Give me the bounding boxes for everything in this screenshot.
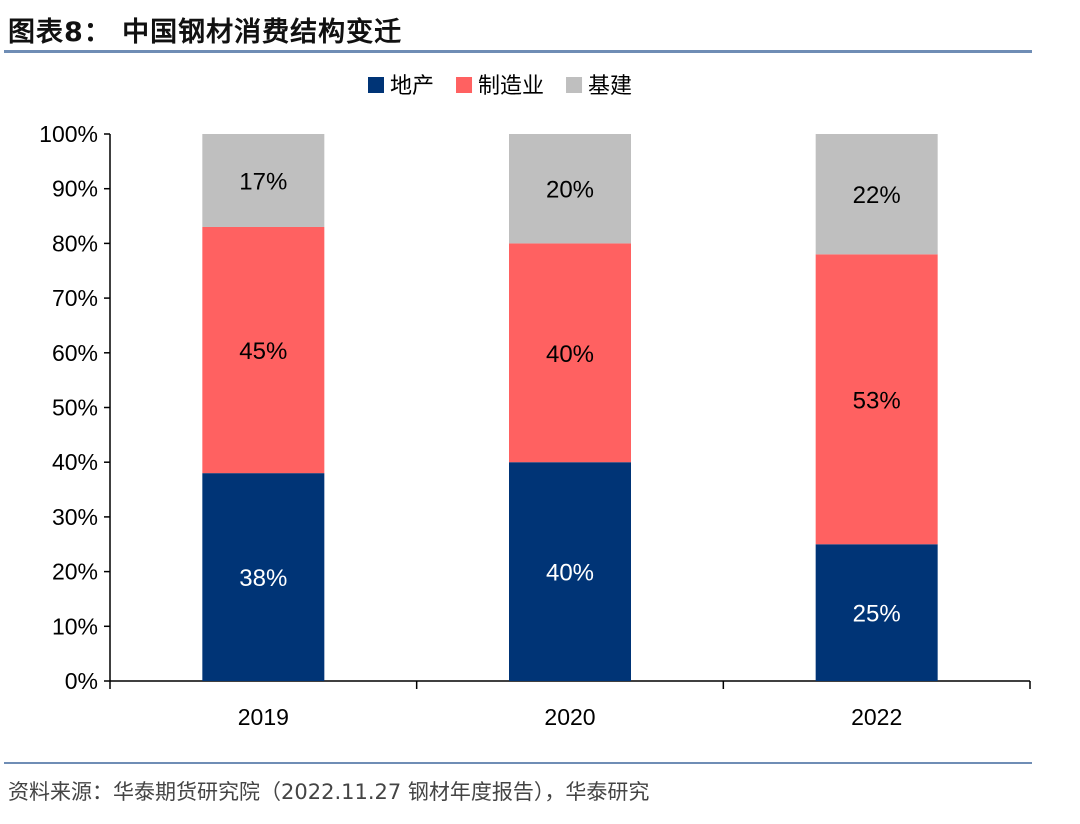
data-label: 53% [853,387,901,414]
x-tick-label: 2022 [851,704,902,730]
bar-segment [815,254,938,545]
bar-segment [202,226,325,474]
bar-segment [509,243,631,463]
data-label: 20% [546,177,594,204]
bar-segment [509,462,631,681]
data-label: 40% [546,341,594,368]
bar-segment [202,473,325,681]
y-tick-label: 80% [52,230,98,256]
legend-swatch [368,77,384,93]
bar-segment [509,134,631,244]
y-tick-label: 0% [65,668,98,694]
y-tick-label: 90% [52,176,98,202]
bar-segment [815,134,938,255]
bar-segment [815,544,938,681]
x-tick-label: 2019 [238,704,289,730]
data-label: 22% [853,182,901,209]
stacked-bar-chart: 0% 10% 20% 30% 40% 50% 60% 70% 80% 90% 100% 2019 38%… [39,74,1031,730]
x-tick-label: 2020 [544,704,595,730]
data-label: 38% [239,565,287,592]
y-tick-label: 10% [52,613,98,639]
legend-label: 地产 [390,74,434,99]
y-tick-label: 100% [39,121,98,147]
data-label: 40% [546,560,594,587]
y-tick-label: 40% [52,449,98,475]
title-divider [4,50,1032,53]
data-label: 17% [239,168,287,195]
legend-label: 基建 [588,74,632,99]
y-tick-label: 50% [52,395,98,421]
legend-swatch [566,77,583,93]
chart-title: 图表8： 中国钢材消费结构变迁 [8,17,403,48]
data-label: 45% [239,338,287,365]
legend-swatch [456,77,473,93]
bar-segment [202,134,325,227]
y-tick-label: 60% [52,340,98,366]
source-note: 资料来源：华泰期货研究院（2022.11.27 钢材年度报告），华泰研究 [8,780,650,804]
data-label: 25% [853,601,901,628]
y-tick-label: 30% [52,504,98,530]
source-divider [4,762,1032,764]
y-tick-label: 70% [52,285,98,311]
y-tick-label: 20% [52,559,98,585]
legend-label: 制造业 [478,74,544,99]
